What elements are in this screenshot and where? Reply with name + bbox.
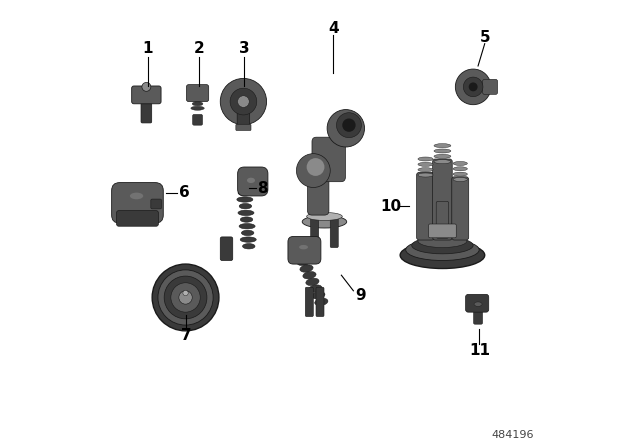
Ellipse shape [247, 178, 255, 183]
FancyBboxPatch shape [465, 294, 489, 312]
FancyBboxPatch shape [474, 307, 483, 324]
Ellipse shape [240, 217, 253, 222]
Text: 2: 2 [193, 41, 204, 56]
FancyBboxPatch shape [220, 237, 233, 260]
FancyBboxPatch shape [237, 103, 250, 129]
Text: 3: 3 [239, 41, 250, 56]
FancyBboxPatch shape [417, 172, 435, 240]
FancyBboxPatch shape [483, 79, 498, 95]
Text: 484196: 484196 [492, 430, 534, 440]
Ellipse shape [434, 159, 451, 164]
Circle shape [463, 77, 483, 97]
Ellipse shape [400, 242, 484, 268]
Ellipse shape [191, 97, 204, 101]
FancyBboxPatch shape [429, 224, 456, 238]
FancyBboxPatch shape [436, 201, 449, 238]
FancyBboxPatch shape [452, 177, 468, 240]
Circle shape [220, 78, 267, 125]
Ellipse shape [434, 154, 451, 158]
Ellipse shape [192, 93, 203, 97]
Ellipse shape [303, 271, 316, 279]
Circle shape [327, 110, 365, 147]
Ellipse shape [453, 167, 467, 171]
Circle shape [296, 154, 330, 188]
Circle shape [307, 158, 324, 176]
FancyBboxPatch shape [433, 159, 452, 240]
Ellipse shape [238, 190, 250, 195]
Text: 4: 4 [328, 21, 339, 35]
Ellipse shape [418, 162, 433, 166]
Circle shape [158, 270, 213, 325]
Ellipse shape [300, 265, 313, 272]
FancyBboxPatch shape [193, 115, 202, 125]
FancyBboxPatch shape [151, 199, 161, 209]
Circle shape [171, 283, 200, 312]
Circle shape [230, 88, 257, 115]
Ellipse shape [243, 244, 255, 249]
Ellipse shape [299, 245, 308, 250]
Text: 5: 5 [479, 30, 490, 44]
FancyBboxPatch shape [310, 218, 319, 248]
Text: 1: 1 [143, 41, 153, 56]
FancyBboxPatch shape [116, 211, 158, 226]
Ellipse shape [191, 106, 204, 110]
FancyBboxPatch shape [288, 237, 321, 264]
Circle shape [237, 96, 249, 108]
Ellipse shape [418, 157, 433, 161]
FancyBboxPatch shape [237, 167, 268, 196]
FancyBboxPatch shape [316, 287, 324, 317]
Ellipse shape [453, 177, 467, 181]
Ellipse shape [302, 215, 347, 228]
Ellipse shape [307, 212, 342, 220]
Ellipse shape [130, 193, 143, 199]
Ellipse shape [241, 230, 254, 236]
Text: 7: 7 [181, 328, 192, 343]
Ellipse shape [237, 197, 253, 202]
FancyBboxPatch shape [186, 85, 209, 102]
Circle shape [337, 113, 362, 138]
Ellipse shape [308, 285, 322, 292]
Ellipse shape [312, 292, 325, 299]
Ellipse shape [453, 172, 467, 176]
Ellipse shape [192, 102, 203, 106]
FancyBboxPatch shape [308, 166, 329, 215]
FancyBboxPatch shape [330, 218, 339, 248]
Ellipse shape [315, 298, 328, 306]
Circle shape [164, 276, 207, 319]
Text: 9: 9 [355, 288, 365, 303]
Ellipse shape [434, 144, 451, 148]
Ellipse shape [434, 149, 451, 153]
Ellipse shape [306, 278, 319, 285]
FancyBboxPatch shape [132, 86, 161, 104]
Ellipse shape [412, 237, 473, 254]
FancyBboxPatch shape [312, 137, 346, 182]
Circle shape [468, 82, 477, 91]
Text: 8: 8 [257, 181, 268, 196]
FancyBboxPatch shape [141, 99, 152, 123]
Circle shape [183, 290, 188, 296]
Ellipse shape [453, 161, 467, 165]
Circle shape [342, 118, 356, 132]
Ellipse shape [418, 173, 433, 177]
Ellipse shape [191, 88, 204, 92]
Circle shape [455, 69, 491, 105]
Ellipse shape [297, 258, 310, 266]
Ellipse shape [418, 168, 433, 172]
FancyBboxPatch shape [111, 183, 163, 223]
Ellipse shape [474, 302, 482, 306]
Ellipse shape [239, 203, 252, 209]
Text: 6: 6 [179, 185, 189, 200]
Text: 10: 10 [381, 199, 402, 214]
Text: 11: 11 [469, 343, 490, 358]
Circle shape [179, 291, 192, 304]
FancyBboxPatch shape [236, 124, 251, 130]
FancyBboxPatch shape [305, 287, 314, 317]
Circle shape [142, 82, 151, 91]
Ellipse shape [418, 234, 467, 248]
Ellipse shape [406, 239, 479, 260]
Ellipse shape [238, 210, 254, 215]
Ellipse shape [240, 237, 256, 242]
Circle shape [152, 264, 219, 331]
Ellipse shape [239, 224, 255, 229]
